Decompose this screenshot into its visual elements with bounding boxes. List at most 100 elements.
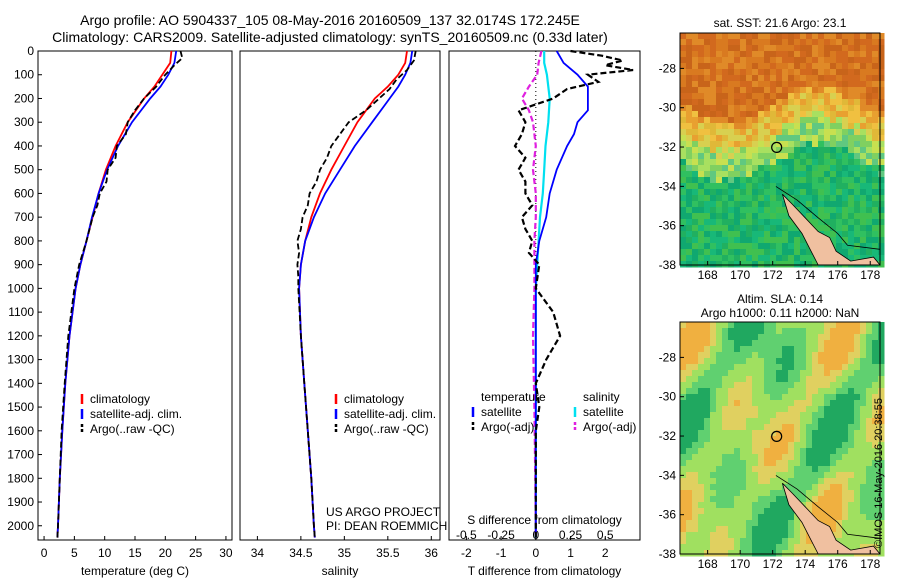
- sst-map-cell: [794, 129, 801, 136]
- sla-map-cell: [740, 412, 747, 419]
- temperature-panel-frame: [37, 50, 233, 541]
- sla-map-cell: [878, 376, 885, 383]
- sst-map-cell: [710, 261, 717, 268]
- sla-map-cell: [836, 484, 843, 491]
- sla-map-cell: [776, 472, 783, 479]
- sla-map-cell: [812, 484, 819, 491]
- sla-map-cell: [872, 394, 879, 401]
- sst-map-cell: [698, 213, 705, 220]
- sla-map-cell: [818, 388, 825, 395]
- sla-map-cell: [776, 424, 783, 431]
- sla-map-cell: [722, 346, 729, 353]
- sla-map-cell: [788, 376, 795, 383]
- sla-map-cell: [758, 520, 765, 527]
- sla-map-cell: [728, 340, 735, 347]
- salinity-axis-label: salinity: [322, 564, 359, 578]
- sst-map-cell: [764, 87, 771, 94]
- sla-map-cell: [686, 376, 693, 383]
- sla-map-cell: [716, 502, 723, 509]
- sst-map-cell: [776, 177, 783, 184]
- sst-map-cell: [770, 129, 777, 136]
- sst-map-cell: [770, 105, 777, 112]
- sst-map-cell: [782, 147, 789, 154]
- sst-map-cell: [716, 117, 723, 124]
- sla-map-cell: [878, 370, 885, 377]
- sla-map-cell: [764, 478, 771, 485]
- sst-map-cell: [854, 219, 861, 226]
- sla-map-cell: [692, 340, 699, 347]
- sla-map-cell: [800, 532, 807, 539]
- sla-map-cell: [842, 412, 849, 419]
- sla-map-cell: [686, 508, 693, 515]
- sst-map-cell: [686, 207, 693, 214]
- sla-map-cell: [824, 418, 831, 425]
- sla-map-cell: [704, 448, 711, 455]
- sla-map-cell: [854, 340, 861, 347]
- sst-map-cell: [734, 231, 741, 238]
- sla-map-cell: [692, 466, 699, 473]
- sla-map-cell: [722, 436, 729, 443]
- sla-map-cell: [746, 484, 753, 491]
- sst-map-cell: [878, 33, 885, 40]
- sst-map-cell: [878, 135, 885, 142]
- sla-map-cell: [812, 430, 819, 437]
- sla-map-cell: [758, 544, 765, 551]
- sst-map-cell: [812, 201, 819, 208]
- sla-map-cell: [752, 550, 759, 557]
- sst-map-cell: [830, 87, 837, 94]
- sla-map-cell: [746, 478, 753, 485]
- sst-map-cell: [824, 171, 831, 178]
- sla-map-cell: [716, 358, 723, 365]
- sst-map-cell: [872, 207, 879, 214]
- sla-map-cell: [842, 430, 849, 437]
- sla-map-cell: [758, 424, 765, 431]
- sla-map-cell: [734, 460, 741, 467]
- sst-map-cell: [812, 219, 819, 226]
- sla-map-cell: [710, 532, 717, 539]
- sst-map-cell: [788, 237, 795, 244]
- sla-map-cell: [860, 340, 867, 347]
- sla-map-cell: [764, 526, 771, 533]
- sla-map-cell: [704, 490, 711, 497]
- sla-map-cell: [794, 400, 801, 407]
- sla-map-cell: [872, 400, 879, 407]
- sla-map-cell: [722, 502, 729, 509]
- sla-map-cell: [824, 364, 831, 371]
- sla-map-cell: [830, 346, 837, 353]
- sla-map-cell: [836, 400, 843, 407]
- sla-map-cell: [872, 418, 879, 425]
- sla-map-cell: [740, 502, 747, 509]
- sla-map-cell: [818, 352, 825, 359]
- sla-map-cell: [818, 346, 825, 353]
- sla-map-cell: [680, 406, 687, 413]
- sst-map-cell: [824, 63, 831, 70]
- sla-map-cell: [686, 340, 693, 347]
- sla-map-cell: [824, 346, 831, 353]
- sla-map-cell: [710, 424, 717, 431]
- sla-map-cell: [872, 484, 879, 491]
- sla-map-cell: [812, 502, 819, 509]
- sst-map-cell: [788, 69, 795, 76]
- sst-map-cell: [728, 57, 735, 64]
- sla-map-cell: [758, 322, 765, 329]
- sst-map-cell: [770, 243, 777, 250]
- sla-map-cell: [746, 358, 753, 365]
- sla-map-cell: [794, 466, 801, 473]
- sst-map-cell: [710, 51, 717, 58]
- sla-map-cell: [872, 382, 879, 389]
- sst-map-cell: [854, 39, 861, 46]
- sst-map-cell: [782, 183, 789, 190]
- sst-map-cell: [818, 207, 825, 214]
- sla-map-cell: [818, 508, 825, 515]
- sst-map-cell: [878, 183, 885, 190]
- sst-map-cell: [764, 111, 771, 118]
- sla-map-cell: [866, 400, 873, 407]
- sst-map-cell: [818, 93, 825, 100]
- sst-map-cell: [860, 201, 867, 208]
- sst-map-cell: [794, 201, 801, 208]
- sla-map-cell: [860, 526, 867, 533]
- sla-map-cell: [722, 490, 729, 497]
- sla-map-cell: [818, 382, 825, 389]
- sla-map-cell: [878, 472, 885, 479]
- sla-map-cell: [848, 334, 855, 341]
